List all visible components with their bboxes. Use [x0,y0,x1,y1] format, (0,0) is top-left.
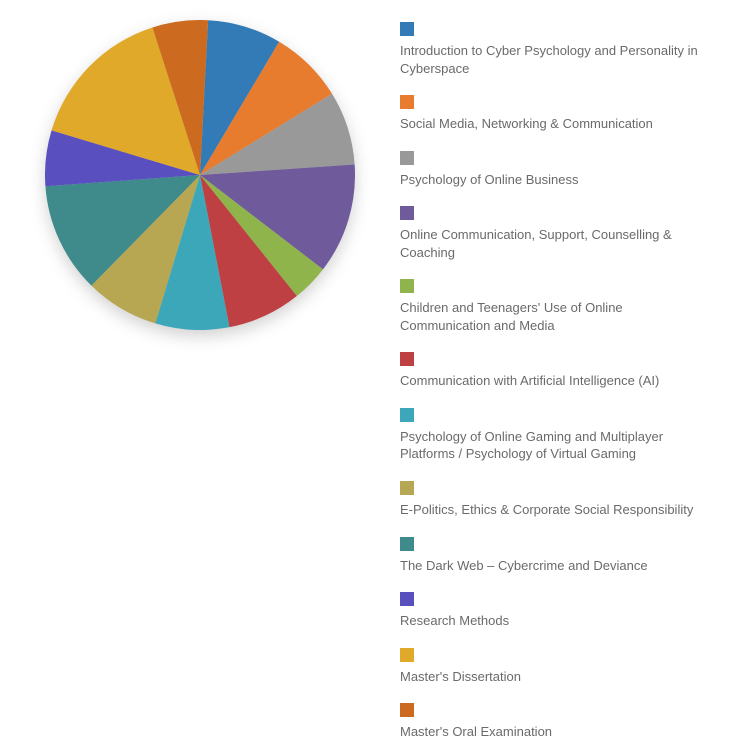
legend-label: Research Methods [400,612,700,630]
legend-label: Children and Teenagers' Use of Online Co… [400,299,700,334]
legend-label: E-Politics, Ethics & Corporate Social Re… [400,501,700,519]
legend-label: Psychology of Online Gaming and Multipla… [400,428,700,463]
legend-item: Master's Dissertation [400,648,723,686]
pie-chart [45,20,355,330]
legend-swatch [400,22,414,36]
pie-chart-column [20,16,380,624]
legend-swatch [400,703,414,717]
legend-swatch [400,537,414,551]
legend-swatch [400,481,414,495]
legend-swatch [400,592,414,606]
legend-item: Online Communication, Support, Counselli… [400,206,723,261]
legend-label: The Dark Web – Cybercrime and Deviance [400,557,700,575]
chart-container: Introduction to Cyber Psychology and Per… [0,0,743,644]
legend-item: Introduction to Cyber Psychology and Per… [400,22,723,77]
legend-label: Social Media, Networking & Communication [400,115,700,133]
legend-item: E-Politics, Ethics & Corporate Social Re… [400,481,723,519]
legend-label: Master's Oral Examination [400,723,700,741]
legend-item: Master's Oral Examination [400,703,723,741]
legend-item: Social Media, Networking & Communication [400,95,723,133]
legend-item: Children and Teenagers' Use of Online Co… [400,279,723,334]
legend-swatch [400,206,414,220]
legend-swatch [400,408,414,422]
legend-swatch [400,279,414,293]
legend-label: Introduction to Cyber Psychology and Per… [400,42,700,77]
legend-swatch [400,151,414,165]
legend-swatch [400,648,414,662]
legend-label: Master's Dissertation [400,668,700,686]
legend-swatch [400,352,414,366]
legend-item: Communication with Artificial Intelligen… [400,352,723,390]
legend-item: Research Methods [400,592,723,630]
legend-swatch [400,95,414,109]
legend-label: Communication with Artificial Intelligen… [400,372,700,390]
legend-item: Psychology of Online Business [400,151,723,189]
legend-item: The Dark Web – Cybercrime and Deviance [400,537,723,575]
legend-label: Psychology of Online Business [400,171,700,189]
legend-label: Online Communication, Support, Counselli… [400,226,700,261]
legend: Introduction to Cyber Psychology and Per… [380,16,723,624]
legend-item: Psychology of Online Gaming and Multipla… [400,408,723,463]
